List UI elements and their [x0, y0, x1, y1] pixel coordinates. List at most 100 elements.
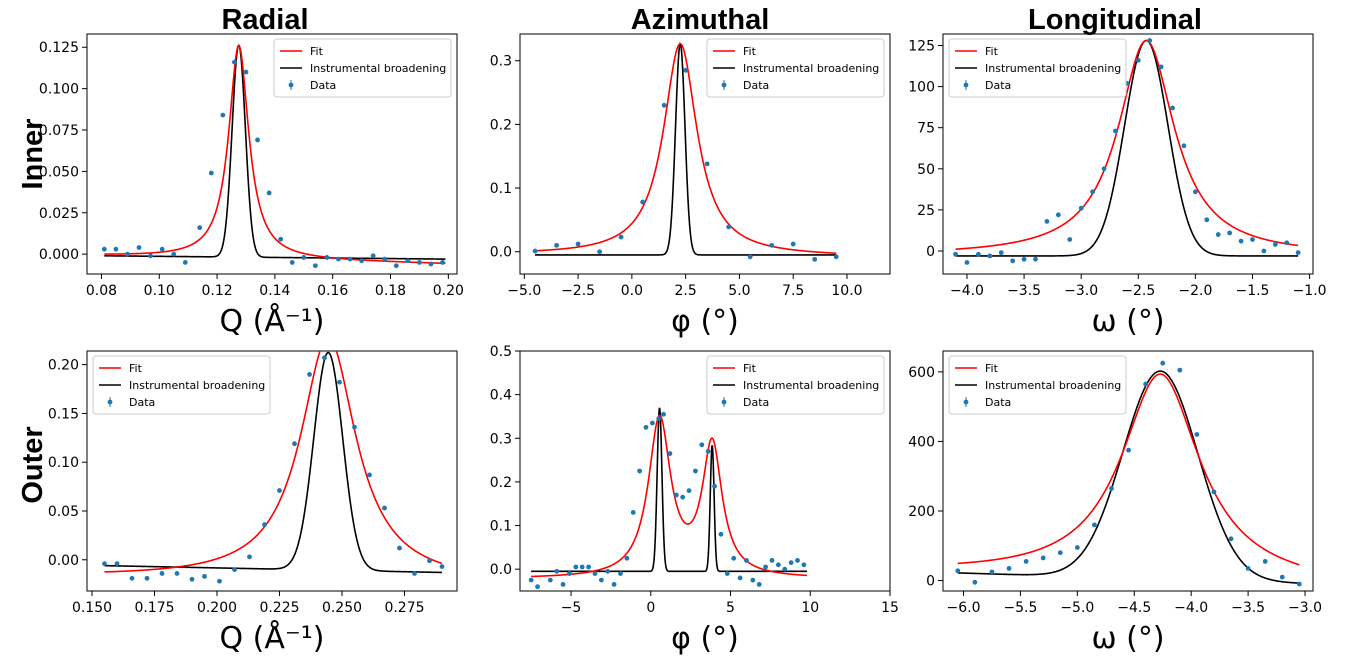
data-point	[680, 494, 686, 500]
data-point	[1228, 536, 1234, 542]
x-tick-label: 0.20	[433, 283, 464, 299]
data-point	[1113, 128, 1118, 134]
data-point	[1204, 217, 1210, 223]
data-point	[1194, 432, 1200, 437]
data-point	[737, 575, 743, 581]
data-point	[547, 577, 553, 583]
data-point	[174, 571, 180, 576]
y-tick-label: 0.050	[39, 164, 79, 180]
x-tick-label: −5	[561, 600, 582, 616]
plot-area	[102, 351, 445, 584]
x-tick-label: 10.0	[831, 283, 862, 299]
data-point	[427, 558, 432, 564]
legend-label-fit: Fit	[985, 362, 999, 375]
axes-frame	[942, 350, 1314, 592]
data-point	[1006, 565, 1012, 571]
axes-frame	[519, 350, 891, 592]
data-point	[573, 564, 579, 570]
data-point	[370, 253, 376, 259]
y-tick-label: 0.1	[490, 519, 512, 535]
data-point	[726, 224, 732, 230]
legend-label-instrumental: Instrumental broadening	[743, 379, 879, 392]
fit-line	[957, 373, 1300, 566]
x-tick-label: 0.14	[259, 283, 290, 299]
data-point	[535, 584, 540, 590]
legend-swatch-data	[107, 399, 113, 405]
data-point	[661, 102, 667, 108]
x-tick-label: 2.5	[675, 283, 697, 299]
data-point	[699, 442, 705, 448]
data-point	[640, 199, 646, 205]
legend-label-data: Data	[743, 79, 769, 92]
data-point	[202, 573, 207, 579]
y-tick-label: 0.10	[48, 455, 79, 471]
data-point	[953, 251, 958, 257]
data-point	[397, 545, 402, 551]
x-axis-label: Q (Å⁻¹)	[220, 303, 325, 339]
data-point	[1057, 550, 1063, 556]
data-point	[782, 566, 788, 572]
data-point	[1181, 143, 1187, 149]
data-point	[1010, 258, 1016, 264]
data-point	[1074, 545, 1080, 550]
legend-swatch-data	[721, 399, 727, 405]
instrumental-broadening-line	[955, 39, 1299, 257]
axes-frame	[942, 33, 1314, 275]
data-point	[312, 263, 318, 269]
data-point	[1279, 574, 1285, 580]
data-point	[790, 241, 796, 247]
data-point	[262, 522, 267, 528]
data-point	[1160, 360, 1166, 366]
panels-group: 0.08 0.10 0.12 0.14 0.16 0.18 0.200.0000.0250.…	[39, 33, 1327, 656]
y-tick-label: 125	[908, 39, 935, 55]
fit-line	[955, 39, 1299, 250]
legend-swatch-data	[963, 82, 969, 88]
data-point	[554, 242, 559, 248]
plot-area	[953, 38, 1301, 265]
data-point	[1192, 189, 1198, 195]
data-point	[232, 567, 237, 572]
data-point	[769, 558, 775, 563]
x-tick-label: 0.0	[621, 283, 643, 299]
data-point	[220, 112, 226, 118]
legend-box	[92, 355, 271, 415]
data-point	[1078, 205, 1084, 211]
legend-label-data: Data	[985, 396, 1011, 409]
data-point	[1055, 212, 1061, 218]
y-tick-label: 200	[908, 504, 935, 520]
y-tick-label: 0.000	[39, 247, 79, 263]
column-title-longitudinal: Longitudinal	[1028, 4, 1202, 36]
x-tick-label: −4.0	[1174, 600, 1208, 616]
data-point	[579, 564, 585, 570]
data-point	[643, 424, 649, 430]
x-tick-label: −2.0	[1178, 283, 1212, 299]
fit-line	[104, 44, 446, 265]
x-tick-label: 0	[646, 600, 655, 616]
data-point	[673, 492, 679, 498]
data-point	[322, 355, 327, 361]
legend-swatch-data	[721, 82, 727, 88]
data-point	[1126, 447, 1131, 453]
x-axis-label: φ (°)	[671, 304, 739, 339]
data-point	[1143, 381, 1149, 387]
data-point	[1090, 189, 1095, 195]
data-point	[405, 258, 411, 264]
column-title-radial: Radial	[221, 4, 308, 36]
legend: Fit Instrumental broadening Data	[948, 38, 1127, 98]
y-tick-label: 0.125	[39, 40, 79, 56]
x-tick-label: 0.18	[375, 283, 406, 299]
data-point	[1272, 242, 1278, 247]
data-point	[705, 448, 711, 454]
data-point	[347, 256, 353, 262]
data-point	[964, 260, 970, 265]
data-point	[1044, 219, 1050, 224]
x-tick-label: −4.5	[1117, 600, 1151, 616]
data-point	[1021, 256, 1027, 262]
x-axis-label: Q (Å⁻¹)	[220, 620, 325, 656]
data-point	[292, 441, 297, 447]
data-point	[618, 571, 623, 576]
data-point	[393, 263, 399, 269]
data-point	[1067, 237, 1073, 242]
data-point	[649, 420, 655, 426]
legend: Fit Instrumental broadening Data	[948, 355, 1127, 415]
